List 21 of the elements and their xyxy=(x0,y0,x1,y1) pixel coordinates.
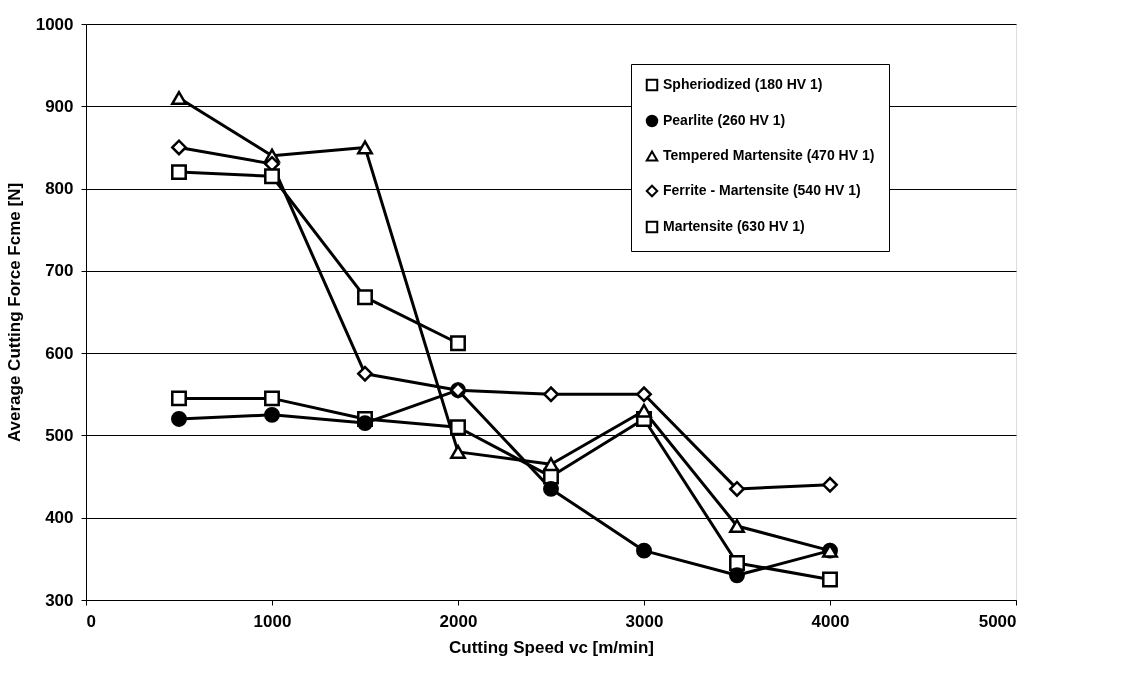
y-tick-label: 1000 xyxy=(35,14,74,34)
x-tick-label: 2000 xyxy=(439,611,478,631)
y-tick-label: 500 xyxy=(45,425,74,445)
legend-label: Ferrite - Martensite (540 HV 1) xyxy=(663,182,861,198)
x-tick-label: 0 xyxy=(86,611,96,631)
x-tick-label: 5000 xyxy=(978,611,1017,631)
x-axis-title: Cutting Speed vc [m/min] xyxy=(449,637,654,657)
legend-label: Spheriodized (180 HV 1) xyxy=(663,76,823,92)
legend-label: Martensite (630 HV 1) xyxy=(663,218,805,234)
x-tick-label: 1000 xyxy=(253,611,292,631)
y-tick-label: 900 xyxy=(45,96,74,116)
y-tick-label: 300 xyxy=(45,590,74,610)
x-tick-label: 3000 xyxy=(625,611,664,631)
y-axis-title: Average Cutting Force Fcme [N] xyxy=(4,182,24,443)
y-tick-label: 700 xyxy=(45,261,74,281)
y-tick-label: 600 xyxy=(45,343,74,363)
legend-label: Tempered Martensite (470 HV 1) xyxy=(663,147,875,163)
legend-label: Pearlite (260 HV 1) xyxy=(663,112,786,128)
y-tick-label: 800 xyxy=(45,179,74,199)
x-tick-label: 4000 xyxy=(811,611,850,631)
y-tick-label: 400 xyxy=(45,508,74,528)
